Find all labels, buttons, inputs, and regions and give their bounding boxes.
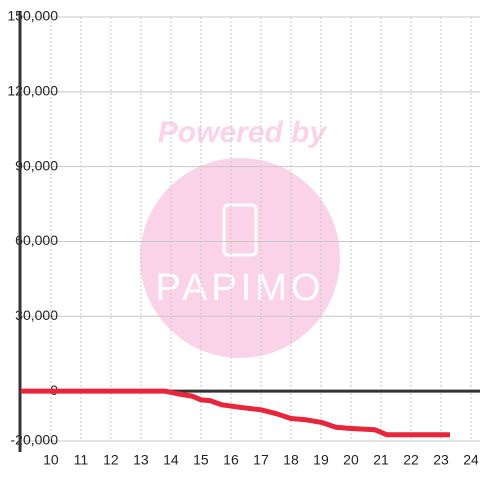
x-tick-label: 23 [433, 452, 449, 468]
x-tick-label: 19 [313, 452, 329, 468]
x-tick-label: 22 [403, 452, 419, 468]
y-tick-label: 90,000 [15, 157, 58, 173]
x-tick-label: 20 [343, 452, 359, 468]
x-tick-label: 17 [253, 452, 269, 468]
x-tick-label: 21 [373, 452, 389, 468]
x-tick-label: 12 [103, 452, 119, 468]
x-tick-label: 11 [74, 452, 89, 468]
x-tick-label: 13 [133, 452, 149, 468]
line-series [20, 388, 450, 438]
x-tick-label: 24 [463, 452, 479, 468]
y-tick-label: -20,000 [11, 432, 59, 448]
x-tick-label: 18 [283, 452, 299, 468]
x-tick-label: 16 [223, 452, 239, 468]
x-tick-label: 10 [43, 452, 59, 468]
y-tick-label: 30,000 [15, 307, 58, 323]
watermark-circle [140, 158, 340, 358]
x-tick-label: 15 [193, 452, 209, 468]
watermark-title: Powered by [158, 116, 328, 149]
y-tick-label: 60,000 [15, 232, 58, 248]
watermark-icon [222, 203, 258, 257]
watermark-brand: PAPIMO [156, 267, 325, 309]
watermark: Powered by PAPIMO [140, 116, 340, 358]
x-tick-label: 14 [163, 452, 179, 468]
